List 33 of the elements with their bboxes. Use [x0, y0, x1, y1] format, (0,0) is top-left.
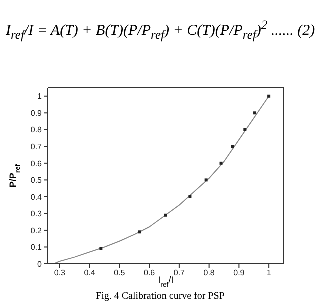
y-tick-label: 0 — [38, 260, 43, 269]
x-tick-label: 0.4 — [84, 268, 96, 278]
x-tick-label: 0.6 — [144, 268, 156, 278]
y-tick-label: 0.6 — [30, 159, 43, 168]
y-tick-label: 0.4 — [30, 192, 43, 202]
x-tick-label: 0.5 — [114, 268, 126, 278]
point — [254, 112, 257, 115]
point — [244, 128, 247, 132]
point — [100, 247, 103, 250]
text: I$_{ref}$/I = A(T) + B(T)(P/P$_{ref}$) + C(T)(P/P$_{ref}$)$^{2}$ ...... (2) — [6, 18, 316, 42]
x-tick-label: 1 — [266, 268, 272, 278]
x-axis-title: I$_{ref}$/I — [158, 275, 174, 288]
point — [164, 214, 168, 217]
point — [188, 195, 192, 198]
y-tick-label: 0.7 — [30, 142, 43, 152]
point — [138, 230, 142, 234]
x-tick-label: 0.7 — [174, 268, 186, 278]
point — [220, 162, 223, 165]
point — [231, 145, 234, 148]
line-series — [53, 96, 270, 264]
y-tick-label: 0.2 — [30, 226, 43, 236]
caption: Fig. 4 Calibration curve for PSP — [95, 291, 226, 302]
point — [268, 94, 271, 98]
x-tick-label: 0.3 — [54, 268, 66, 278]
point — [204, 178, 208, 182]
y-tick-label: 0.8 — [30, 126, 43, 135]
y-tick-label: 0.9 — [30, 108, 43, 118]
x-tick-label: 0.8 — [204, 268, 216, 278]
y-tick-label: 1 — [38, 92, 43, 102]
y-tick-label: 0.3 — [30, 210, 43, 219]
y-tick-label: 0.5 — [30, 176, 43, 186]
x-tick-label: 0.9 — [234, 268, 246, 278]
y-tick-label: 0.1 — [30, 243, 43, 252]
